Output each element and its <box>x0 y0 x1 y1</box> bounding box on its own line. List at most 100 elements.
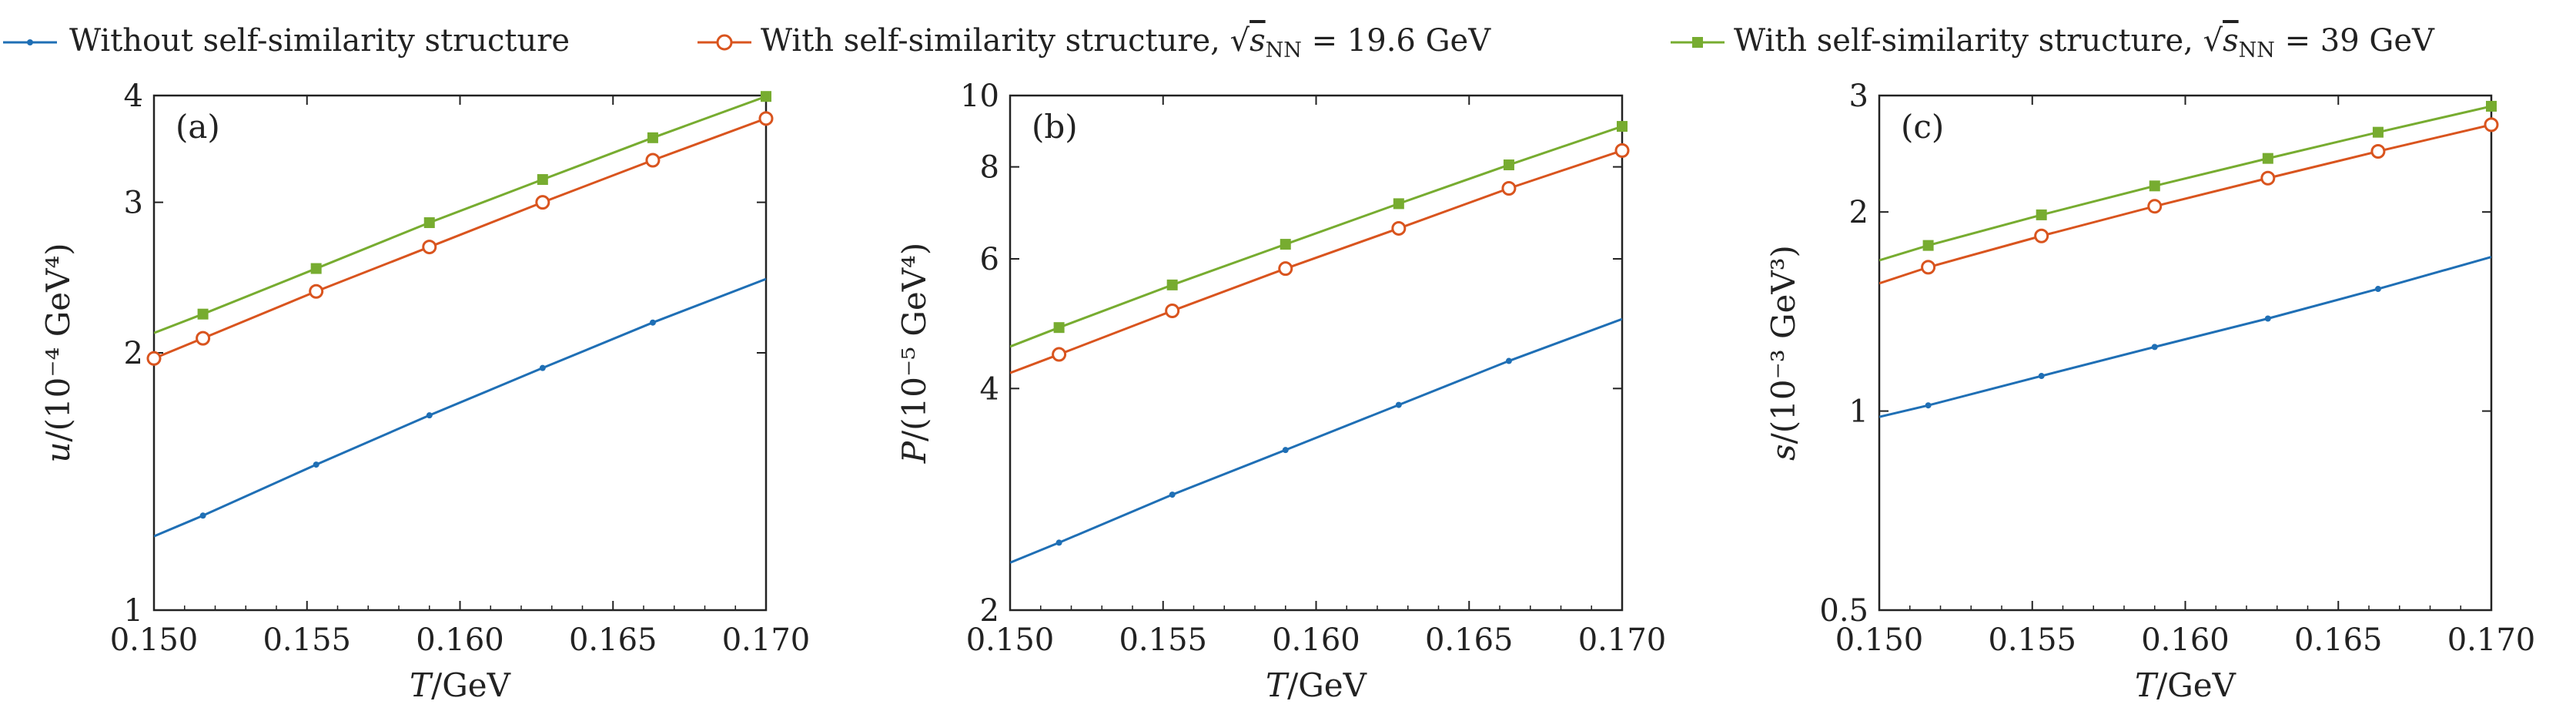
y-tick-label-b: 8 <box>980 150 999 186</box>
data-point-without-b <box>1169 491 1176 498</box>
x-tick-label-b: 0.155 <box>1119 622 1207 658</box>
y-tick-label-c: 3 <box>1849 79 1868 114</box>
y-tick-label-a: 1 <box>124 593 143 629</box>
data-point-without-a <box>426 412 433 419</box>
x-tick-label-c: 0.160 <box>2141 622 2230 658</box>
data-point-19-6-a <box>196 330 211 346</box>
data-point-39-c <box>2149 180 2160 192</box>
data-point-39-a <box>761 91 771 102</box>
data-point-39-a <box>197 308 209 320</box>
data-point-19-6-a <box>758 111 774 126</box>
legend-item-39: With self-similarity structure, √sNN = 3… <box>1671 23 2435 62</box>
y-axis-label-a: u/(10⁻⁴ GeV⁴) <box>39 243 77 462</box>
y-tick-label-a: 4 <box>124 79 143 114</box>
y-tick-label-b: 10 <box>960 79 999 114</box>
data-point-without-a <box>539 364 546 371</box>
y-tick-label-c: 1 <box>1849 394 1868 430</box>
data-point-without-a <box>649 319 656 326</box>
panel-label-b: (b) <box>1032 108 1078 146</box>
x-tick-label-b: 0.170 <box>1578 622 1667 658</box>
legend-label-19-6-var: s <box>1250 23 1266 59</box>
x-axis-label-b: T/GeV <box>1266 666 1367 704</box>
panel-c: 0.150 0.155 0.160 0.165 0.170 0.5 1 2 3 (c) T/GeV s… <box>1765 79 2535 704</box>
data-point-19-6-b <box>1165 303 1180 318</box>
x-tick-label-c: 0.150 <box>1835 622 1924 658</box>
legend-label-39-var: s <box>2223 23 2239 59</box>
y-tick-label-b: 4 <box>980 371 999 407</box>
data-point-19-6-c <box>2484 117 2499 133</box>
y-tick-label-c: 0.5 <box>1819 593 1868 629</box>
data-point-without-a <box>313 461 319 468</box>
data-point-39-b <box>1617 121 1628 133</box>
legend-marker-without <box>27 39 33 45</box>
x-tick-label-a: 0.165 <box>569 622 657 658</box>
y-axis-label-c: s/(10⁻³ GeV³) <box>1765 245 1802 461</box>
data-point-39-a <box>423 217 435 229</box>
x-axis-label-c: T/GeV <box>2135 666 2236 704</box>
data-point-39-b <box>1280 239 1291 250</box>
series-line-19-6-c <box>1879 123 2491 285</box>
x-tick-label-b: 0.165 <box>1425 622 1514 658</box>
y-tick-label-b: 2 <box>980 593 999 629</box>
data-point-without-c <box>1925 402 1932 409</box>
y-tick-label-a: 3 <box>124 186 143 221</box>
series-line-19-6-b <box>1010 149 1622 374</box>
data-point-39-a <box>647 132 658 143</box>
data-point-39-c <box>2262 153 2273 164</box>
x-tick-label-a: 0.170 <box>722 622 811 658</box>
data-point-19-6-b <box>1501 181 1517 196</box>
data-point-39-a <box>310 263 322 274</box>
data-point-19-6-c <box>2370 143 2386 159</box>
panel-label-a: (a) <box>176 108 220 146</box>
legend-label-19-6-tail: = 19.6 GeV <box>1302 23 1491 59</box>
y-tick-label-b: 6 <box>980 242 999 277</box>
y-axis-label-b: P/(10⁻⁵ GeV⁴) <box>895 243 933 465</box>
data-point-19-6-b <box>1614 143 1630 158</box>
data-point-without-b <box>1055 539 1062 546</box>
x-tick-label-c: 0.170 <box>2447 622 2536 658</box>
legend-label-39-sym: √ <box>2203 23 2223 59</box>
data-point-without-b <box>1282 447 1289 454</box>
data-point-19-6-a <box>535 195 550 210</box>
legend-label-19-6-sub: NN <box>1266 39 1302 62</box>
panel-a: 0.150 0.155 0.160 0.165 0.170 1 2 3 4 (a) T/GeV u/(… <box>39 79 810 704</box>
data-point-without-b <box>1395 401 1402 408</box>
data-point-19-6-b <box>1278 261 1293 277</box>
data-point-19-6-c <box>2147 199 2163 214</box>
data-point-39-c <box>2372 126 2384 138</box>
data-point-without-c <box>2374 286 2381 293</box>
x-tick-label-b: 0.160 <box>1272 622 1360 658</box>
data-point-19-6-a <box>309 283 324 299</box>
legend-item-19-6: With self-similarity structure, √sNN = 1… <box>698 23 1491 62</box>
data-point-39-c <box>2486 100 2497 112</box>
series-line-19-6-a <box>154 117 766 360</box>
data-point-19-6-b <box>1391 220 1407 236</box>
series-line-39-a <box>154 96 766 334</box>
series-line-without-c <box>1879 256 2491 418</box>
x-tick-label-c: 0.155 <box>1988 622 2076 658</box>
data-point-39-b <box>1393 198 1404 210</box>
y-tick-label-a: 2 <box>124 336 143 371</box>
data-point-39-b <box>1166 279 1178 290</box>
data-point-39-a <box>537 174 548 186</box>
series-line-without-b <box>1010 317 1622 564</box>
data-point-without-a <box>199 512 206 519</box>
x-tick-label-c: 0.165 <box>2294 622 2383 658</box>
legend: Without self-similarity structure With s… <box>3 23 2435 62</box>
plot-frame-a <box>152 94 768 612</box>
data-point-19-6-a <box>146 351 162 366</box>
x-tick-label-a: 0.160 <box>416 622 504 658</box>
legend-marker-19-6 <box>716 34 733 51</box>
data-point-39-c <box>2036 209 2047 220</box>
data-point-without-c <box>2038 373 2045 380</box>
data-point-39-c <box>1922 240 1934 251</box>
data-point-19-6-b <box>1052 347 1067 362</box>
legend-label-39-main: With self-similarity structure, <box>1734 23 2203 59</box>
x-tick-label-b: 0.150 <box>966 622 1055 658</box>
x-tick-label-a: 0.150 <box>110 622 199 658</box>
legend-label-39: With self-similarity structure, √sNN = 3… <box>1734 23 2435 62</box>
series-line-without-a <box>154 277 766 538</box>
data-point-without-c <box>2264 315 2271 322</box>
legend-label-19-6-sym: √ <box>1230 23 1250 59</box>
